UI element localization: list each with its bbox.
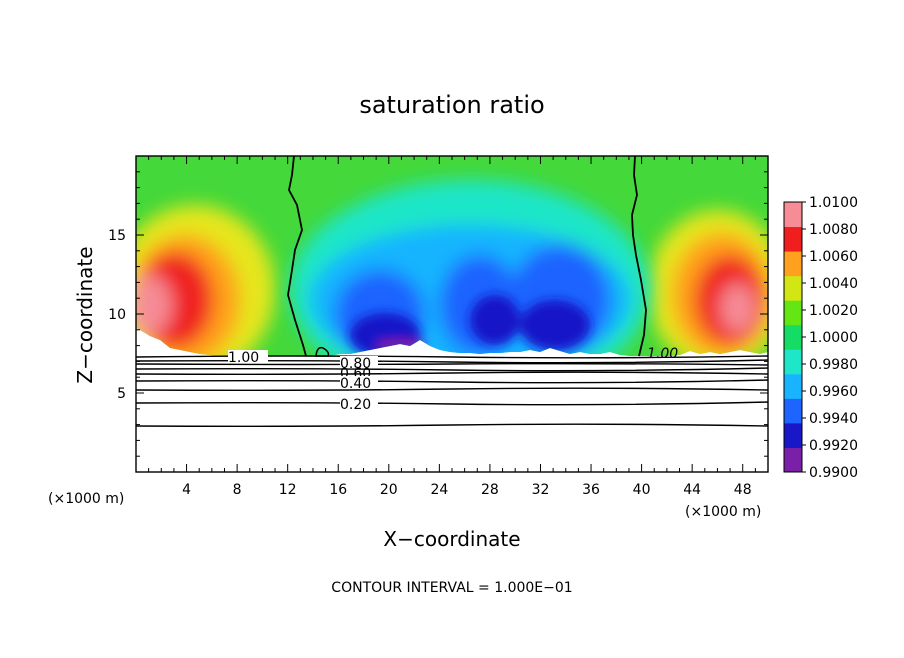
contour-labels: 1.00 0.80 0.60 0.40 0.20 1.00 <box>228 346 678 413</box>
x-tick-label: 44 <box>683 482 701 498</box>
colorbar-swatch <box>784 251 802 277</box>
contour-label-right-1: 1.00 <box>647 346 678 362</box>
colorbar-swatch <box>784 275 802 301</box>
colorbar-swatch <box>784 324 802 350</box>
x-tick-label: 48 <box>734 482 752 498</box>
x-units-left: (×1000 m) <box>48 491 124 507</box>
y-axis-title: Z−coordinate <box>73 246 97 383</box>
colorbar-swatch <box>784 373 802 399</box>
x-tick-label: 24 <box>430 482 448 498</box>
colorbar-label: 0.9980 <box>809 357 858 373</box>
contour-label-0-20: 0.20 <box>340 397 371 413</box>
contour-line <box>136 387 768 392</box>
colorbar-swatch <box>784 447 802 473</box>
contour-line <box>287 156 307 357</box>
contour-line <box>136 367 768 372</box>
contour-label-0-80: 0.80 <box>340 356 371 372</box>
y-axis: 5 10 15 <box>108 155 768 473</box>
colorbar-swatch <box>784 202 802 228</box>
contour-line <box>136 401 768 406</box>
x-axis: 4 8 12 16 20 24 28 32 36 40 44 48 <box>135 156 769 498</box>
colorbar-label: 1.0040 <box>809 276 858 292</box>
field-right-pink <box>720 283 756 333</box>
contour-interval-note: CONTOUR INTERVAL = 1.000E−01 <box>331 580 572 596</box>
colorbar-swatch <box>784 349 802 375</box>
heatmap-field <box>136 156 768 428</box>
colorbar-label: 0.9900 <box>809 465 858 481</box>
field-center-dark-a <box>350 313 420 356</box>
colorbar-swatch <box>784 226 802 252</box>
y-tick-label: 15 <box>108 228 126 244</box>
colorbar-swatch <box>784 398 802 424</box>
field-center-purple <box>375 339 425 351</box>
x-tick-label: 8 <box>233 482 242 498</box>
contour-line <box>315 346 330 357</box>
field-center-dark-c <box>520 300 590 350</box>
y-tick-label: 10 <box>108 307 126 323</box>
contour-label-0-40: 0.40 <box>340 376 371 392</box>
colorbar-label: 1.0000 <box>809 330 858 346</box>
colorbar-label: 0.9960 <box>809 384 858 400</box>
colorbar-label: 1.0060 <box>809 249 858 265</box>
x-tick-label: 36 <box>582 482 600 498</box>
x-tick-label: 20 <box>380 482 398 498</box>
contour-line <box>136 423 768 428</box>
contour-line <box>136 379 768 384</box>
colorbar-label: 1.0100 <box>809 195 858 211</box>
contour-line <box>631 156 647 357</box>
x-tick-label: 4 <box>182 482 191 498</box>
colorbar-label: 0.9940 <box>809 411 858 427</box>
x-tick-label: 40 <box>633 482 651 498</box>
x-tick-label: 32 <box>532 482 550 498</box>
contour-label-left-1: 1.00 <box>228 350 259 366</box>
x-axis-title: X−coordinate <box>383 527 520 551</box>
colorbar: 0.9900 0.9920 0.9940 0.9960 0.9980 1.0000 1.00… <box>783 195 858 481</box>
x-tick-label: 16 <box>329 482 347 498</box>
field-left-pink <box>136 275 172 335</box>
colorbar-label: 1.0080 <box>809 222 858 238</box>
contour-line <box>136 371 768 376</box>
field-center-dark-b <box>470 295 520 345</box>
x-tick-label: 28 <box>481 482 499 498</box>
x-units-right: (×1000 m) <box>685 504 761 520</box>
colorbar-label: 1.0020 <box>809 303 858 319</box>
colorbar-swatch <box>784 300 802 326</box>
chart-title: saturation ratio <box>359 91 544 119</box>
colorbar-swatch <box>784 422 802 448</box>
contour-line <box>136 362 768 366</box>
x-tick-label: 12 <box>279 482 297 498</box>
y-tick-label: 5 <box>117 386 126 402</box>
colorbar-label: 0.9920 <box>809 438 858 454</box>
